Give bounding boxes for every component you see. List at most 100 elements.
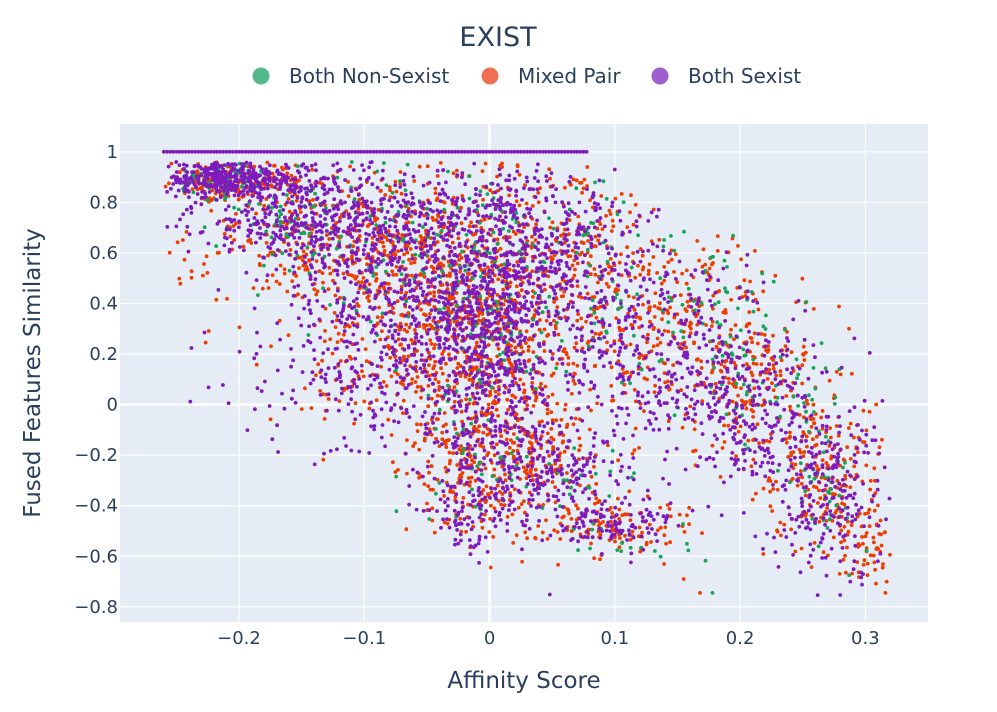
point-mixed-pair[interactable] (623, 533, 627, 538)
point-mixed-pair[interactable] (419, 395, 423, 400)
point-both-sexist[interactable] (560, 286, 564, 290)
point-both-sexist[interactable] (474, 415, 479, 420)
point-mixed-pair[interactable] (805, 444, 809, 449)
point-mixed-pair[interactable] (771, 363, 776, 367)
point-both-non-sexist[interactable] (524, 454, 529, 459)
point-both-sexist[interactable] (393, 183, 398, 188)
point-mixed-pair[interactable] (397, 327, 402, 332)
point-both-sexist[interactable] (364, 231, 368, 236)
point-mixed-pair[interactable] (861, 562, 866, 567)
point-mixed-pair[interactable] (613, 196, 618, 201)
point-mixed-pair[interactable] (487, 393, 491, 398)
point-mixed-pair[interactable] (249, 241, 254, 245)
point-both-non-sexist[interactable] (593, 180, 597, 185)
point-both-sexist[interactable] (358, 271, 362, 275)
point-mixed-pair[interactable] (589, 408, 593, 413)
point-mixed-pair[interactable] (448, 274, 452, 278)
point-mixed-pair[interactable] (570, 248, 575, 253)
point-both-sexist[interactable] (327, 187, 332, 192)
point-both-non-sexist[interactable] (214, 244, 219, 249)
point-both-sexist[interactable] (227, 249, 232, 254)
point-mixed-pair[interactable] (609, 229, 614, 233)
point-mixed-pair[interactable] (592, 464, 596, 469)
point-mixed-pair[interactable] (871, 553, 876, 558)
point-both-sexist[interactable] (274, 212, 279, 217)
point-mixed-pair[interactable] (445, 378, 450, 383)
point-mixed-pair[interactable] (389, 374, 394, 379)
point-both-sexist[interactable] (229, 218, 234, 223)
point-mixed-pair[interactable] (636, 263, 640, 268)
point-mixed-pair[interactable] (552, 300, 556, 304)
point-mixed-pair[interactable] (365, 262, 369, 267)
point-mixed-pair[interactable] (567, 511, 571, 516)
point-mixed-pair[interactable] (237, 325, 242, 330)
point-mixed-pair[interactable] (508, 280, 513, 285)
point-both-sexist[interactable] (312, 244, 316, 249)
point-mixed-pair[interactable] (395, 299, 400, 304)
point-mixed-pair[interactable] (538, 186, 542, 191)
point-mixed-pair[interactable] (394, 265, 399, 269)
point-mixed-pair[interactable] (622, 512, 627, 517)
point-mixed-pair[interactable] (805, 402, 810, 406)
point-both-sexist[interactable] (323, 264, 328, 269)
point-mixed-pair[interactable] (443, 441, 448, 446)
point-mixed-pair[interactable] (657, 237, 662, 242)
point-mixed-pair[interactable] (515, 260, 520, 264)
point-mixed-pair[interactable] (499, 434, 503, 438)
point-both-non-sexist[interactable] (497, 352, 502, 357)
point-mixed-pair[interactable] (619, 252, 623, 257)
point-both-sexist[interactable] (335, 298, 340, 302)
point-mixed-pair[interactable] (571, 422, 576, 427)
point-both-sexist[interactable] (310, 282, 315, 287)
point-mixed-pair[interactable] (477, 424, 482, 429)
point-both-sexist[interactable] (367, 256, 372, 260)
point-mixed-pair[interactable] (376, 207, 381, 212)
point-both-non-sexist[interactable] (435, 232, 439, 237)
point-both-sexist[interactable] (451, 292, 455, 296)
point-mixed-pair[interactable] (286, 197, 291, 201)
point-mixed-pair[interactable] (609, 365, 614, 370)
point-mixed-pair[interactable] (360, 280, 364, 285)
point-mixed-pair[interactable] (396, 324, 400, 329)
point-mixed-pair[interactable] (589, 272, 593, 277)
point-mixed-pair[interactable] (521, 382, 526, 387)
point-both-sexist[interactable] (492, 301, 496, 306)
point-mixed-pair[interactable] (353, 401, 358, 406)
point-mixed-pair[interactable] (447, 461, 452, 466)
point-both-sexist[interactable] (303, 255, 307, 259)
point-both-sexist[interactable] (379, 202, 384, 207)
point-mixed-pair[interactable] (855, 560, 860, 564)
point-both-sexist[interactable] (202, 195, 207, 200)
point-mixed-pair[interactable] (750, 373, 755, 378)
point-mixed-pair[interactable] (881, 562, 885, 566)
point-mixed-pair[interactable] (848, 485, 853, 490)
point-both-non-sexist[interactable] (455, 431, 459, 436)
point-both-sexist[interactable] (319, 203, 323, 208)
point-mixed-pair[interactable] (387, 185, 392, 189)
point-both-sexist[interactable] (205, 176, 210, 181)
point-both-sexist[interactable] (354, 282, 358, 287)
point-both-sexist[interactable] (392, 289, 397, 294)
point-mixed-pair[interactable] (608, 212, 613, 216)
point-mixed-pair[interactable] (262, 203, 266, 208)
point-both-sexist[interactable] (395, 214, 400, 218)
point-mixed-pair[interactable] (834, 424, 839, 428)
point-mixed-pair[interactable] (388, 195, 393, 200)
point-both-sexist[interactable] (354, 252, 358, 256)
point-both-sexist[interactable] (554, 187, 558, 192)
point-mixed-pair[interactable] (347, 324, 352, 329)
point-mixed-pair[interactable] (415, 385, 420, 389)
point-both-non-sexist[interactable] (495, 242, 500, 246)
point-mixed-pair[interactable] (861, 408, 866, 413)
point-mixed-pair[interactable] (726, 376, 731, 381)
point-both-sexist[interactable] (403, 293, 407, 298)
point-mixed-pair[interactable] (593, 272, 598, 277)
point-mixed-pair[interactable] (789, 453, 794, 458)
point-mixed-pair[interactable] (638, 549, 643, 554)
point-mixed-pair[interactable] (544, 318, 549, 323)
point-both-non-sexist[interactable] (807, 474, 812, 479)
point-mixed-pair[interactable] (332, 311, 337, 315)
point-mixed-pair[interactable] (210, 188, 215, 193)
point-mixed-pair[interactable] (809, 425, 814, 429)
point-both-sexist[interactable] (328, 243, 332, 248)
